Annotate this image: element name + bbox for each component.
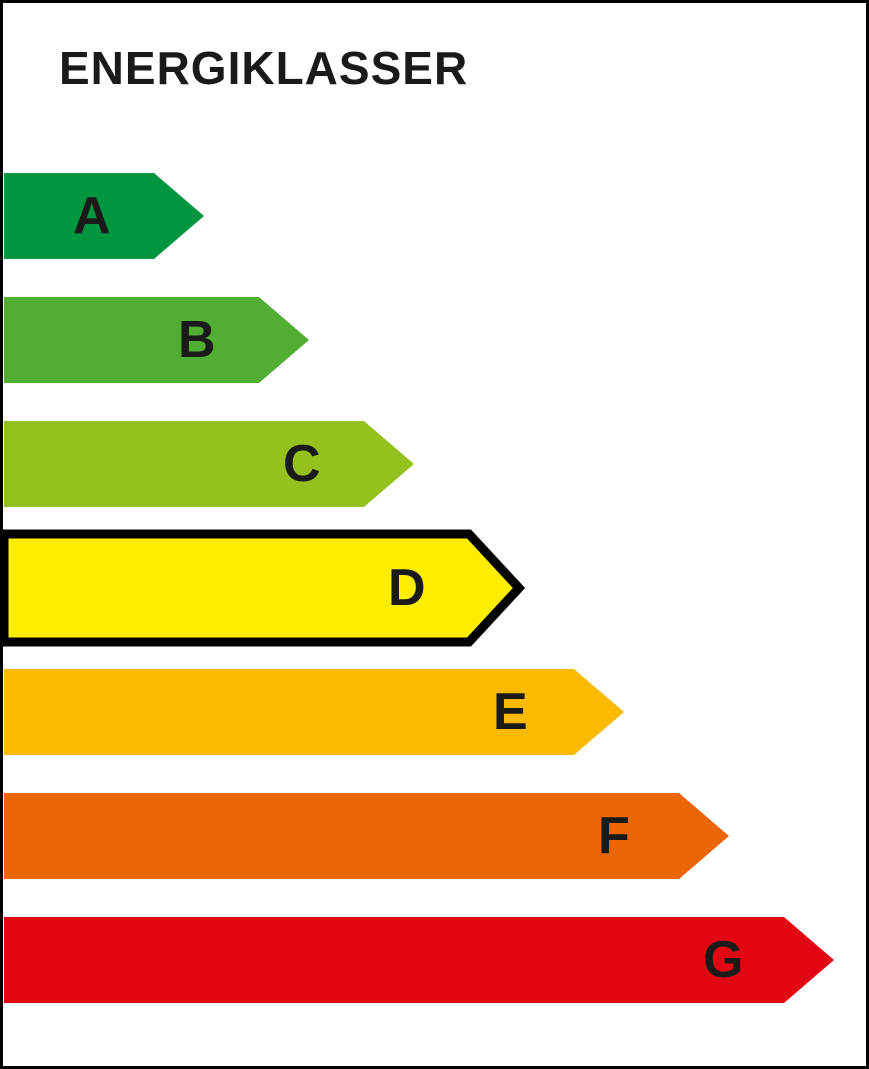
- energy-arrow-b: [3, 297, 308, 383]
- energy-bar-c: C: [3, 421, 866, 507]
- energy-arrow-c: [3, 421, 413, 507]
- energy-bar-e: E: [3, 669, 866, 755]
- energy-bar-label: E: [493, 669, 528, 755]
- energy-bar-label: A: [73, 173, 111, 259]
- energy-bars-container: ABCDEFG: [3, 173, 866, 1041]
- energy-bar-a: A: [3, 173, 866, 259]
- energy-bar-g: G: [3, 917, 866, 1003]
- energy-bar-label: D: [388, 545, 426, 631]
- energy-label-frame: ENERGIKLASSER ABCDEFG: [0, 0, 869, 1069]
- energy-bar-d: D: [3, 545, 866, 631]
- title: ENERGIKLASSER: [59, 41, 468, 95]
- energy-arrow-d: [3, 534, 527, 642]
- energy-bar-f: F: [3, 793, 866, 879]
- energy-arrow-e: [3, 669, 623, 755]
- energy-bar-label: C: [283, 421, 321, 507]
- energy-bar-label: G: [703, 917, 743, 1003]
- energy-bar-label: F: [598, 793, 630, 879]
- energy-bar-b: B: [3, 297, 866, 383]
- energy-bar-label: B: [178, 297, 216, 383]
